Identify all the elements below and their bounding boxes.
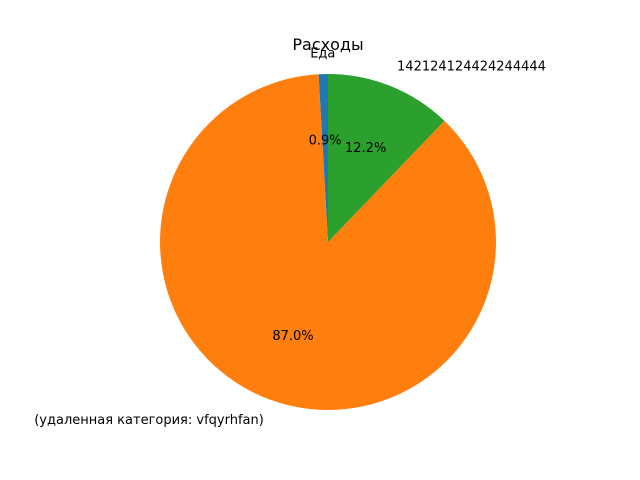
chart-title: Расходы [292, 35, 363, 54]
slice-percent-label: 87.0% [272, 329, 313, 344]
pie-slice [318, 74, 328, 242]
pie-slice [160, 74, 497, 410]
pie-labels: Еда 0.9% (удаленная категория: vfqyrhfan) 8… [34, 46, 546, 428]
pie-slice [328, 74, 445, 242]
slice-category-label: Еда [310, 46, 335, 61]
slice-percent-label: 12.2% [345, 141, 386, 156]
slice-percent-label: 0.9% [309, 134, 342, 149]
pie-slices [160, 74, 497, 410]
slice-category-label: (удаленная категория: vfqyrhfan) [34, 413, 264, 428]
slice-category-label: 142124124424244444 [397, 60, 546, 75]
